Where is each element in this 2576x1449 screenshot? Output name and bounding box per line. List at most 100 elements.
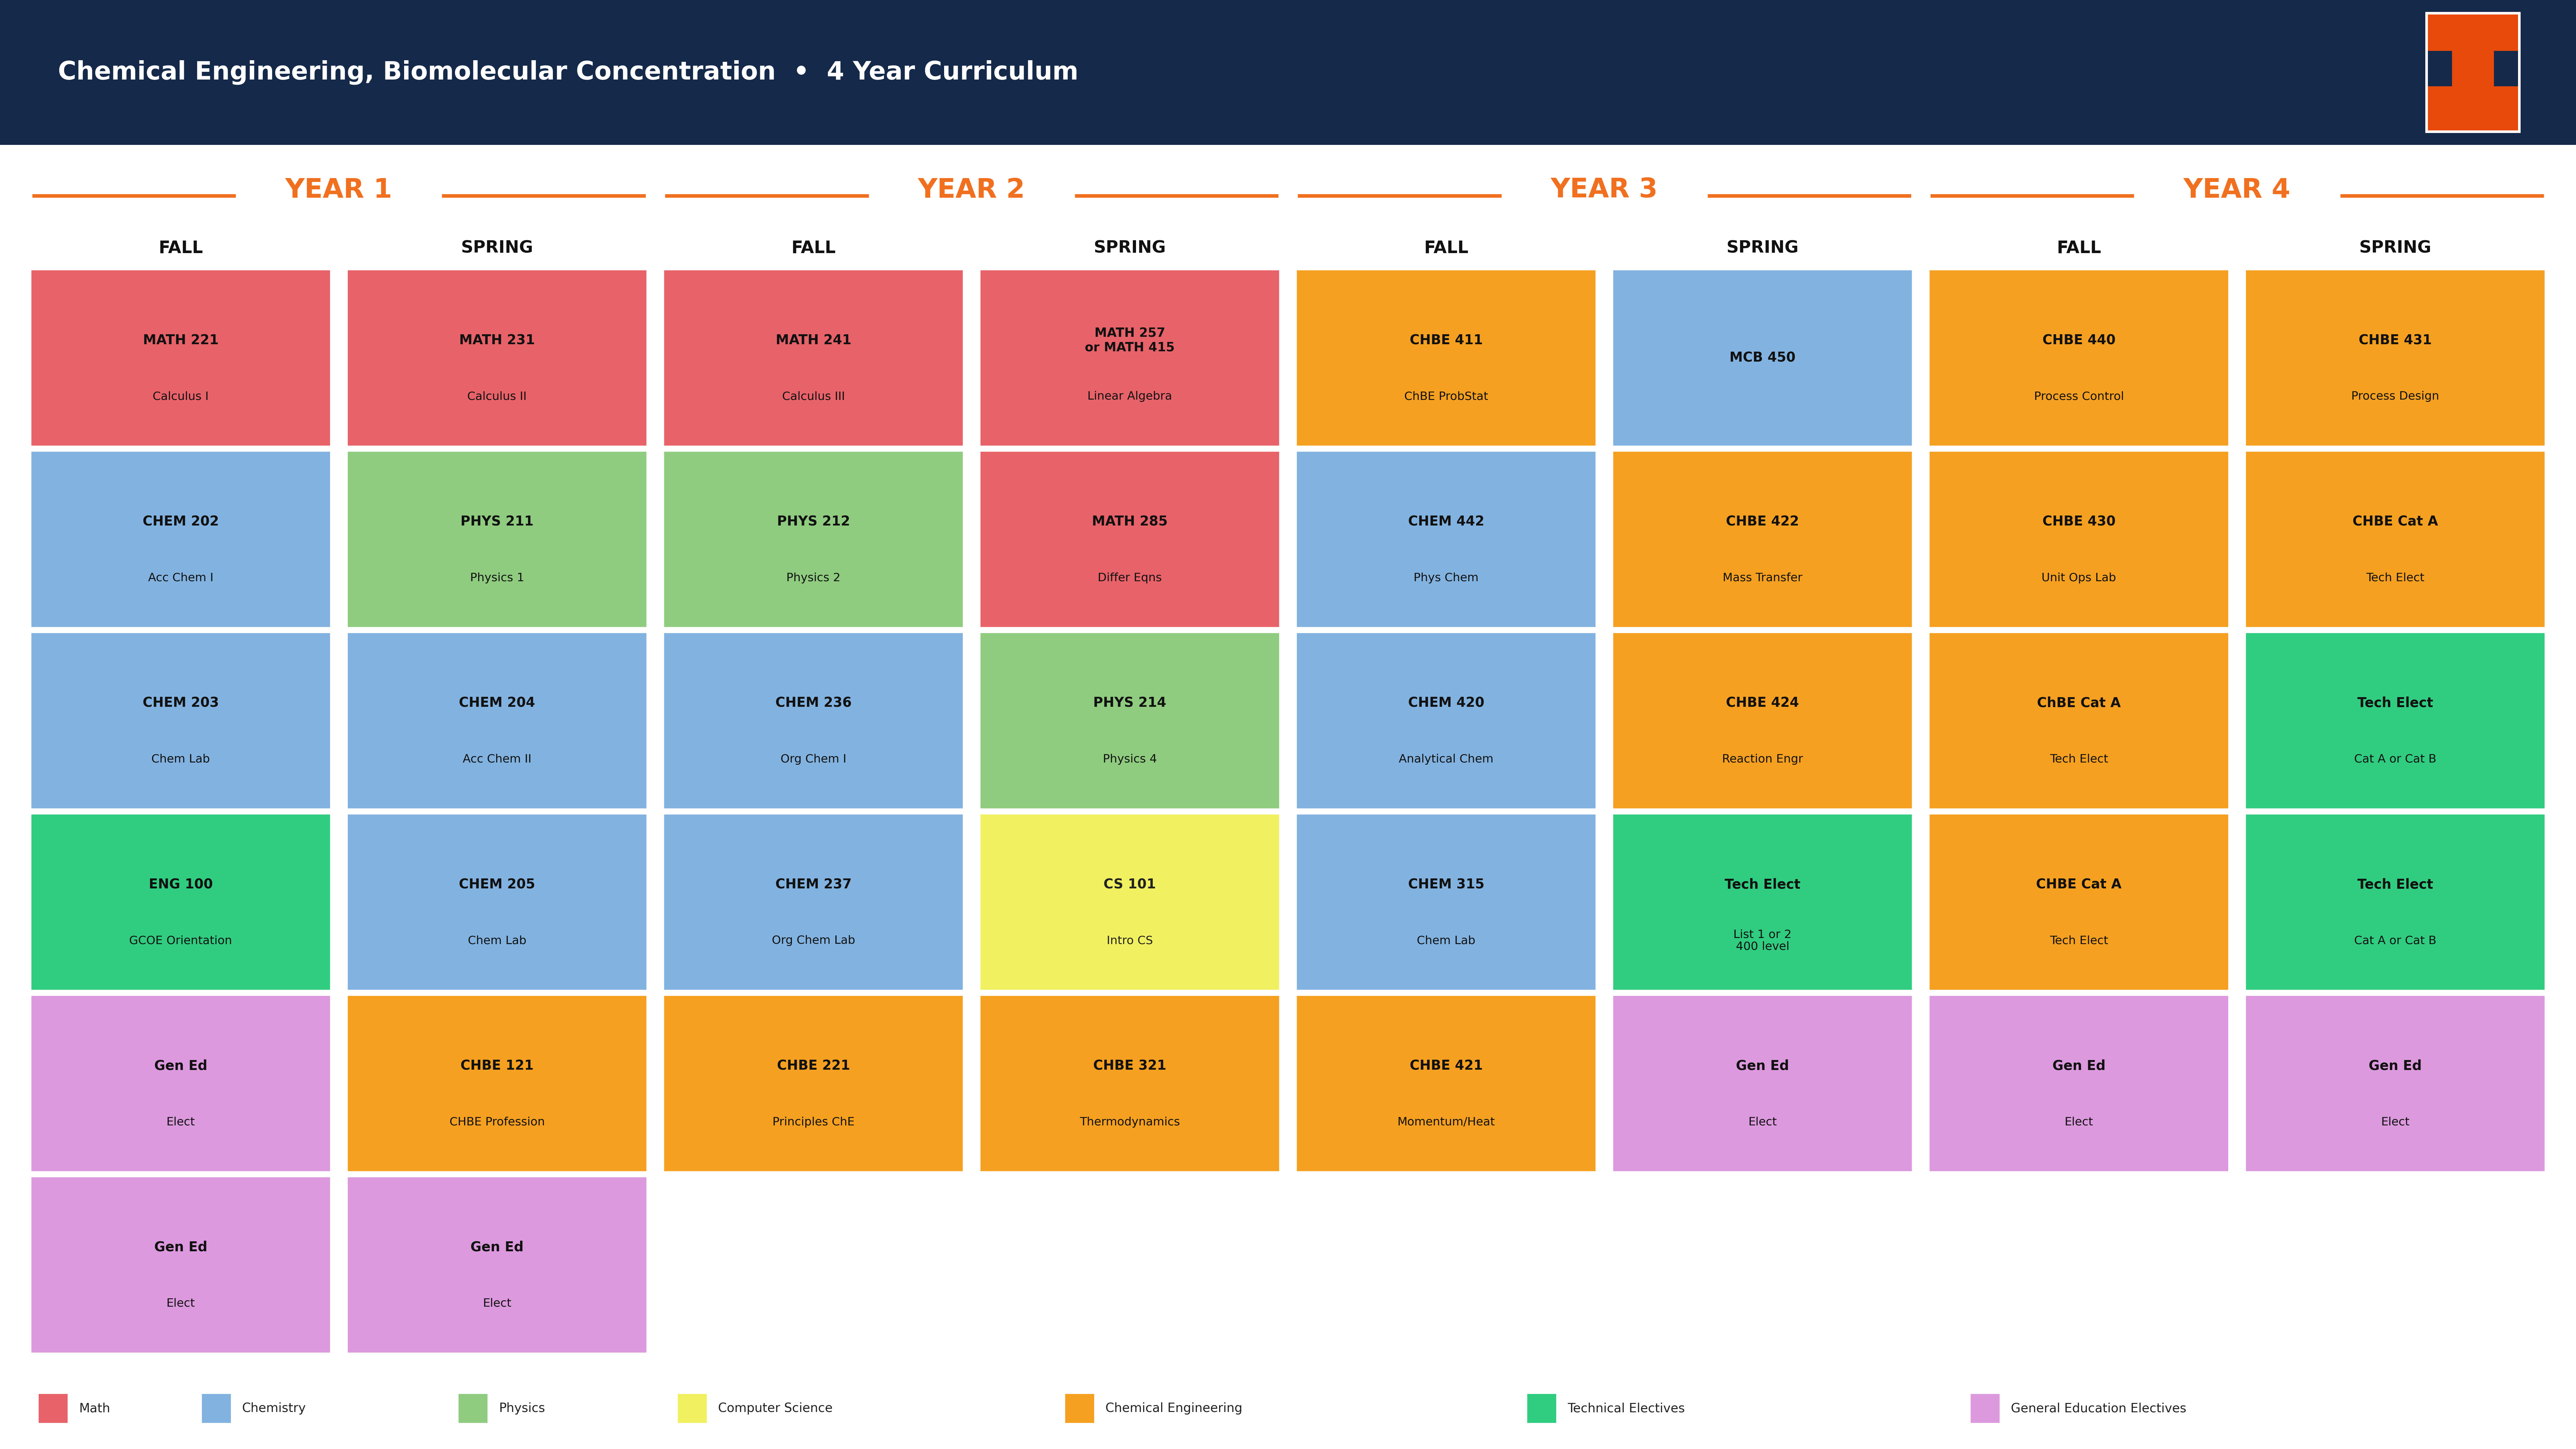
Text: Elect: Elect — [482, 1298, 513, 1308]
Text: FALL: FALL — [160, 239, 204, 256]
FancyBboxPatch shape — [1296, 451, 1597, 627]
Text: Elect: Elect — [2380, 1117, 2409, 1127]
FancyBboxPatch shape — [1613, 270, 1914, 446]
Text: List 1 or 2
400 level: List 1 or 2 400 level — [1734, 929, 1793, 952]
Text: General Education Electives: General Education Electives — [2012, 1403, 2187, 1414]
Text: MATH 221: MATH 221 — [142, 333, 219, 348]
FancyBboxPatch shape — [979, 451, 1280, 627]
FancyBboxPatch shape — [0, 0, 2576, 145]
Text: CHEM 204: CHEM 204 — [459, 697, 536, 710]
Text: Process Control: Process Control — [2035, 391, 2123, 401]
FancyBboxPatch shape — [31, 451, 332, 627]
Text: CHBE 221: CHBE 221 — [778, 1059, 850, 1072]
Text: Physics 2: Physics 2 — [786, 572, 840, 584]
Text: Tech Elect: Tech Elect — [1726, 878, 1801, 891]
Text: Org Chem I: Org Chem I — [781, 753, 848, 765]
Text: CHBE 411: CHBE 411 — [1409, 333, 1484, 348]
FancyBboxPatch shape — [1613, 995, 1914, 1172]
Text: CHBE Profession: CHBE Profession — [448, 1117, 544, 1127]
FancyBboxPatch shape — [1528, 1394, 1556, 1423]
Text: Math: Math — [80, 1403, 111, 1414]
FancyBboxPatch shape — [31, 270, 332, 446]
FancyBboxPatch shape — [1929, 995, 2228, 1172]
Text: Linear Algebra: Linear Algebra — [1087, 391, 1172, 401]
FancyBboxPatch shape — [201, 1394, 232, 1423]
Text: Physics 1: Physics 1 — [469, 572, 523, 584]
Text: PHYS 212: PHYS 212 — [778, 514, 850, 529]
Text: CS 101: CS 101 — [1103, 878, 1157, 891]
FancyBboxPatch shape — [2244, 995, 2545, 1172]
Text: CHBE 321: CHBE 321 — [1092, 1059, 1167, 1072]
Text: FALL: FALL — [791, 239, 835, 256]
FancyBboxPatch shape — [1929, 451, 2228, 627]
Text: Acc Chem I: Acc Chem I — [147, 572, 214, 584]
Text: Gen Ed: Gen Ed — [471, 1240, 523, 1255]
Text: ChBE ProbStat: ChBE ProbStat — [1404, 391, 1489, 401]
Text: Chemical Engineering: Chemical Engineering — [1105, 1403, 1242, 1414]
FancyBboxPatch shape — [1613, 451, 1914, 627]
FancyBboxPatch shape — [662, 632, 963, 810]
FancyBboxPatch shape — [979, 813, 1280, 991]
FancyBboxPatch shape — [2244, 632, 2545, 810]
Text: CHEM 202: CHEM 202 — [142, 514, 219, 529]
FancyBboxPatch shape — [459, 1394, 487, 1423]
Text: SPRING: SPRING — [461, 239, 533, 256]
Text: CHBE 424: CHBE 424 — [1726, 697, 1798, 710]
Text: Gen Ed: Gen Ed — [2053, 1059, 2105, 1072]
Text: Calculus II: Calculus II — [466, 391, 526, 401]
Text: Momentum/Heat: Momentum/Heat — [1396, 1117, 1494, 1127]
Text: Cat A or Cat B: Cat A or Cat B — [2354, 753, 2437, 765]
Text: Calculus III: Calculus III — [783, 391, 845, 401]
FancyBboxPatch shape — [662, 451, 963, 627]
Text: Computer Science: Computer Science — [719, 1403, 832, 1414]
Text: Process Design: Process Design — [2352, 391, 2439, 401]
FancyBboxPatch shape — [1929, 270, 2228, 446]
Text: YEAR 3: YEAR 3 — [1551, 177, 1659, 203]
Text: YEAR 2: YEAR 2 — [917, 177, 1025, 203]
Text: Differ Eqns: Differ Eqns — [1097, 572, 1162, 584]
FancyBboxPatch shape — [1296, 632, 1597, 810]
FancyBboxPatch shape — [1929, 632, 2228, 810]
Text: Elect: Elect — [167, 1298, 196, 1308]
Text: YEAR 4: YEAR 4 — [2184, 177, 2290, 203]
Text: CHEM 203: CHEM 203 — [142, 697, 219, 710]
Text: FALL: FALL — [1425, 239, 1468, 256]
FancyBboxPatch shape — [2427, 14, 2517, 130]
Text: Tech Elect: Tech Elect — [2050, 753, 2107, 765]
FancyBboxPatch shape — [2427, 51, 2452, 87]
Text: MATH 231: MATH 231 — [459, 333, 536, 348]
FancyBboxPatch shape — [31, 1177, 332, 1353]
FancyBboxPatch shape — [1929, 813, 2228, 991]
Text: Analytical Chem: Analytical Chem — [1399, 753, 1494, 765]
Text: ENG 100: ENG 100 — [149, 878, 214, 891]
Text: CHBE Cat A: CHBE Cat A — [2035, 878, 2123, 891]
FancyBboxPatch shape — [348, 451, 647, 627]
FancyBboxPatch shape — [979, 270, 1280, 446]
Text: SPRING: SPRING — [1095, 239, 1167, 256]
FancyBboxPatch shape — [348, 632, 647, 810]
FancyBboxPatch shape — [31, 995, 332, 1172]
Text: Gen Ed: Gen Ed — [2370, 1059, 2421, 1072]
FancyBboxPatch shape — [348, 995, 647, 1172]
FancyBboxPatch shape — [662, 270, 963, 446]
FancyBboxPatch shape — [31, 813, 332, 991]
Text: CHEM 205: CHEM 205 — [459, 878, 536, 891]
Text: Tech Elect: Tech Elect — [2367, 572, 2424, 584]
Text: Reaction Engr: Reaction Engr — [1721, 753, 1803, 765]
Text: Calculus I: Calculus I — [152, 391, 209, 401]
FancyBboxPatch shape — [1971, 1394, 1999, 1423]
Text: Gen Ed: Gen Ed — [1736, 1059, 1790, 1072]
Text: PHYS 214: PHYS 214 — [1092, 697, 1167, 710]
Text: MATH 241: MATH 241 — [775, 333, 850, 348]
FancyBboxPatch shape — [979, 995, 1280, 1172]
Text: YEAR 1: YEAR 1 — [286, 177, 392, 203]
Text: Elect: Elect — [167, 1117, 196, 1127]
Text: CHBE 121: CHBE 121 — [461, 1059, 533, 1072]
Text: Physics 4: Physics 4 — [1103, 753, 1157, 765]
Text: PHYS 211: PHYS 211 — [461, 514, 533, 529]
FancyBboxPatch shape — [348, 270, 647, 446]
Text: Technical Electives: Technical Electives — [1566, 1403, 1685, 1414]
Text: Gen Ed: Gen Ed — [155, 1059, 206, 1072]
Text: Thermodynamics: Thermodynamics — [1079, 1117, 1180, 1127]
FancyBboxPatch shape — [2424, 12, 2519, 133]
